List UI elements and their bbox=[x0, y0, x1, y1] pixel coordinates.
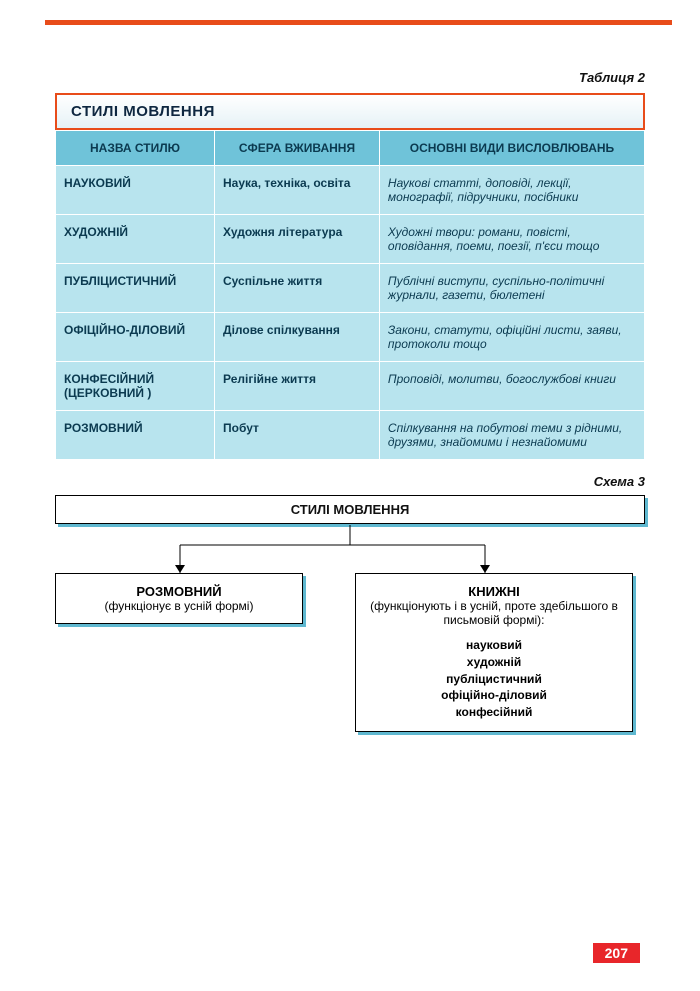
table-body: НАУКОВИЙ Наука, техніка, освіта Наукові … bbox=[56, 166, 645, 460]
cell-scope: Побут bbox=[215, 411, 380, 460]
cell-scope: Релігійне життя bbox=[215, 362, 380, 411]
table-row: ПУБЛІЦИСТИЧНИЙ Суспільне життя Публічні … bbox=[56, 264, 645, 313]
left-box-title: РОЗМОВНИЙ bbox=[64, 584, 294, 599]
table-header-row: НАЗВА СТИЛЮ СФЕРА ВЖИВАННЯ ОСНОВНІ ВИДИ … bbox=[56, 131, 645, 166]
table-caption: Таблиця 2 bbox=[55, 70, 645, 85]
diagram-box-right: КНИЖНІ (функціонують і в усній, проте зд… bbox=[355, 573, 633, 732]
list-item: науковий bbox=[364, 637, 624, 654]
styles-table: НАЗВА СТИЛЮ СФЕРА ВЖИВАННЯ ОСНОВНІ ВИДИ … bbox=[55, 130, 645, 460]
cell-name: НАУКОВИЙ bbox=[56, 166, 215, 215]
left-box-sub: (функціонує в усній формі) bbox=[64, 599, 294, 613]
schema-caption: Схема 3 bbox=[55, 474, 645, 489]
table-row: ОФІЦІЙНО-ДІЛОВИЙ Ділове спілкування Зако… bbox=[56, 313, 645, 362]
table-row: НАУКОВИЙ Наука, техніка, освіта Наукові … bbox=[56, 166, 645, 215]
header-scope: СФЕРА ВЖИВАННЯ bbox=[215, 131, 380, 166]
table-row: РОЗМОВНИЙ Побут Спілкування на побутові … bbox=[56, 411, 645, 460]
right-box-title: КНИЖНІ bbox=[364, 584, 624, 599]
right-box-sub: (функціонують і в усній, проте здебільшо… bbox=[364, 599, 624, 627]
list-item: публіцистичний bbox=[364, 671, 624, 688]
list-item: художній bbox=[364, 654, 624, 671]
table-title: СТИЛІ МОВЛЕННЯ bbox=[55, 93, 645, 130]
header-name: НАЗВА СТИЛЮ bbox=[56, 131, 215, 166]
content-area: Таблиця 2 СТИЛІ МОВЛЕННЯ НАЗВА СТИЛЮ СФЕ… bbox=[55, 70, 645, 775]
cell-name: РОЗМОВНИЙ bbox=[56, 411, 215, 460]
list-item: конфесійний bbox=[364, 704, 624, 721]
page: Таблиця 2 СТИЛІ МОВЛЕННЯ НАЗВА СТИЛЮ СФЕ… bbox=[0, 0, 700, 991]
cell-scope: Суспільне життя bbox=[215, 264, 380, 313]
cell-types: Наукові статті, доповіді, лекції, моногр… bbox=[379, 166, 644, 215]
diagram-box-left: РОЗМОВНИЙ (функціонує в усній формі) bbox=[55, 573, 303, 624]
table-row: ХУДОЖНІЙ Художня література Художні твор… bbox=[56, 215, 645, 264]
cell-name: ХУДОЖНІЙ bbox=[56, 215, 215, 264]
cell-types: Проповіді, молитви, богослужбові книги bbox=[379, 362, 644, 411]
cell-scope: Ділове спілкування bbox=[215, 313, 380, 362]
diagram-title: СТИЛІ МОВЛЕННЯ bbox=[55, 495, 645, 524]
cell-types: Закони, статути, офіційні листи, заяви, … bbox=[379, 313, 644, 362]
cell-types: Художні твори: романи, повісті, оповідан… bbox=[379, 215, 644, 264]
cell-types: Публічні виступи, суспільно-політичні жу… bbox=[379, 264, 644, 313]
cell-types: Спілкування на побутові теми з рідними, … bbox=[379, 411, 644, 460]
table-row: КОНФЕСІЙНИЙ (ЦЕРКОВНИЙ ) Релігійне життя… bbox=[56, 362, 645, 411]
cell-name: КОНФЕСІЙНИЙ (ЦЕРКОВНИЙ ) bbox=[56, 362, 215, 411]
cell-name: ПУБЛІЦИСТИЧНИЙ bbox=[56, 264, 215, 313]
right-box-list: науковий художній публіцистичний офіційн… bbox=[364, 637, 624, 721]
list-item: офіційно-діловий bbox=[364, 687, 624, 704]
cell-scope: Наука, техніка, освіта bbox=[215, 166, 380, 215]
cell-name: ОФІЦІЙНО-ДІЛОВИЙ bbox=[56, 313, 215, 362]
diagram: СТИЛІ МОВЛЕННЯ РОЗМОВНИЙ (функціонує в у… bbox=[55, 495, 645, 775]
page-number: 207 bbox=[593, 943, 640, 963]
header-types: ОСНОВНІ ВИДИ ВИСЛОВЛЮВАНЬ bbox=[379, 131, 644, 166]
cell-scope: Художня література bbox=[215, 215, 380, 264]
top-accent-bar bbox=[45, 20, 672, 25]
